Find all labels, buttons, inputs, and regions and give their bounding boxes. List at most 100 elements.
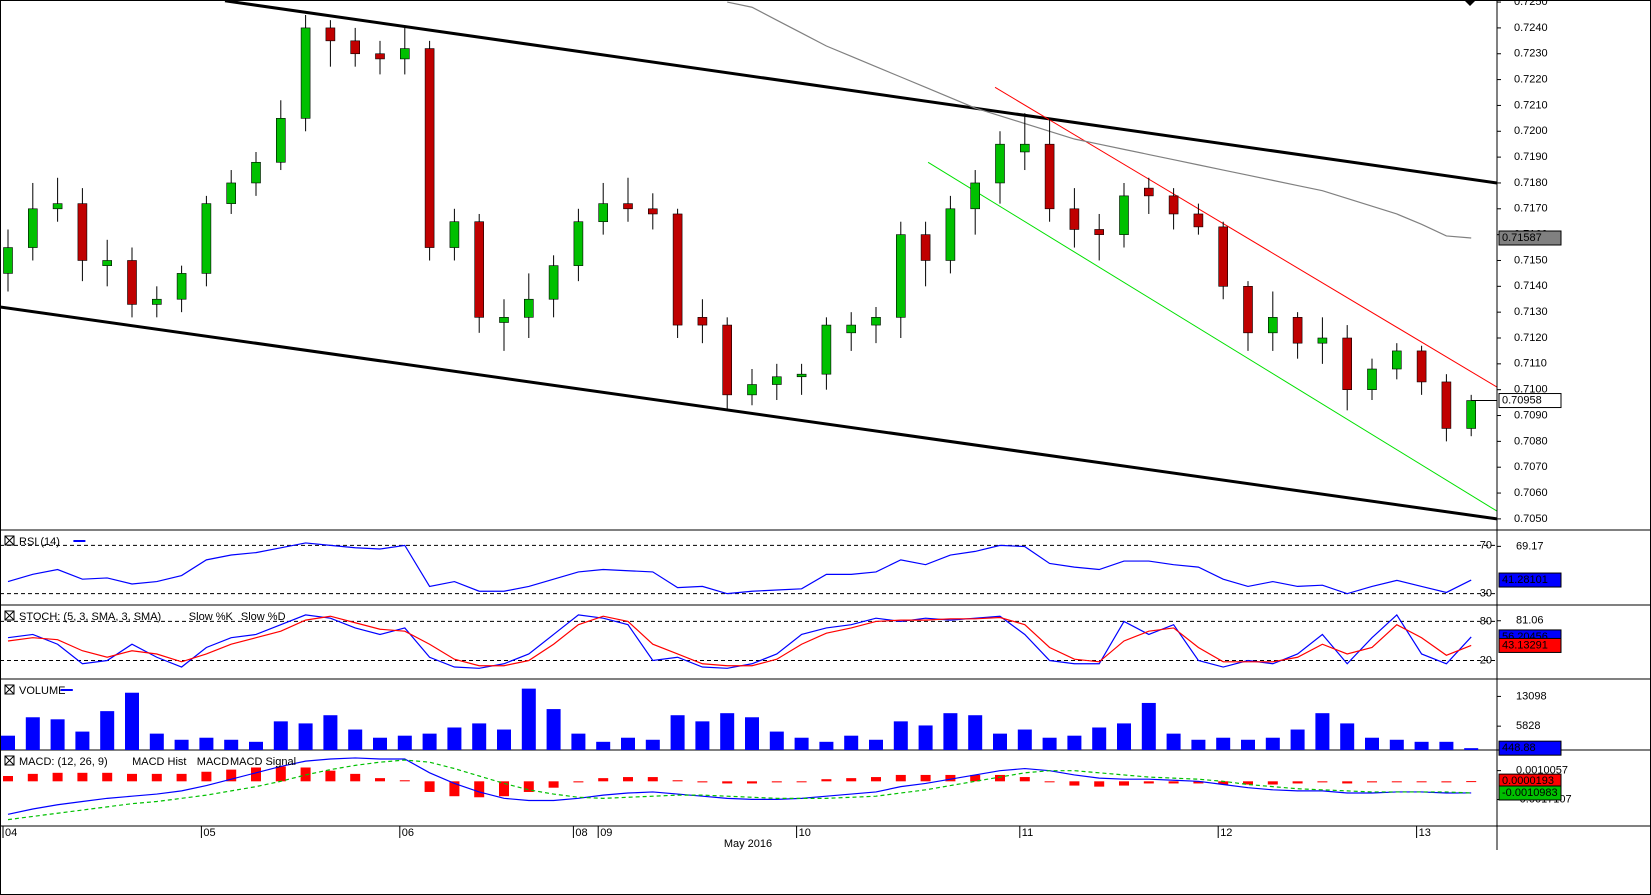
bar bbox=[127, 773, 137, 782]
bar bbox=[1292, 781, 1303, 784]
candle-body bbox=[1044, 143, 1055, 210]
bar bbox=[920, 774, 931, 782]
y-tick-label: 0.7140 bbox=[1514, 280, 1548, 292]
bar bbox=[573, 781, 584, 783]
y-tick-label: 0.7150 bbox=[1514, 254, 1548, 266]
bar bbox=[521, 688, 536, 750]
trendline bbox=[224, 0, 1497, 185]
bar bbox=[695, 721, 710, 750]
bar bbox=[1439, 741, 1454, 750]
bar bbox=[1166, 733, 1181, 750]
candle-body bbox=[474, 221, 485, 318]
bar bbox=[226, 769, 237, 782]
bar bbox=[995, 774, 1005, 782]
bar bbox=[1017, 729, 1032, 750]
candle-body bbox=[1168, 195, 1179, 215]
value-box bbox=[1498, 572, 1562, 588]
x-tick-label: 11 bbox=[1022, 827, 1033, 839]
value-box bbox=[1498, 785, 1562, 801]
bar bbox=[100, 711, 115, 750]
value-box bbox=[1498, 740, 1562, 756]
candle-body bbox=[1119, 195, 1129, 235]
panel-plot bbox=[1, 688, 1479, 750]
level-label: 20 bbox=[1480, 654, 1492, 666]
candle-body bbox=[1193, 213, 1204, 228]
bar bbox=[323, 715, 338, 750]
bar bbox=[199, 737, 214, 750]
bar bbox=[27, 773, 38, 782]
y-tick-label: 0.7080 bbox=[1514, 435, 1548, 447]
bar bbox=[1193, 781, 1204, 784]
bar bbox=[943, 713, 958, 750]
candle-body bbox=[127, 260, 137, 305]
y-tick-label: 5828 bbox=[1516, 720, 1540, 732]
bar bbox=[1342, 781, 1353, 784]
candle-body bbox=[3, 247, 13, 274]
legend-entry: Slow %K bbox=[189, 611, 234, 623]
bar bbox=[1141, 702, 1156, 750]
candle-body bbox=[945, 208, 956, 261]
bar bbox=[670, 715, 685, 750]
y-tick-label: 0.7190 bbox=[1514, 151, 1548, 163]
bar bbox=[348, 729, 363, 750]
value-box-label: 41.28101 bbox=[1502, 574, 1548, 586]
bar bbox=[1243, 781, 1253, 785]
bar bbox=[821, 779, 832, 782]
candle-body bbox=[598, 203, 609, 223]
bar bbox=[50, 719, 65, 750]
bar bbox=[1441, 781, 1452, 783]
y-tick-label: 0.7250 bbox=[1514, 0, 1548, 8]
bar bbox=[697, 781, 708, 783]
bar bbox=[893, 721, 908, 750]
bar bbox=[1143, 781, 1154, 784]
trendline bbox=[0, 305, 1497, 521]
candle-body bbox=[424, 48, 435, 248]
bar bbox=[149, 733, 164, 750]
panel-title: MACD: (12, 26, 9) bbox=[19, 756, 108, 768]
y-tick-label: 69.17 bbox=[1516, 540, 1544, 552]
candle-body bbox=[1218, 226, 1228, 287]
bar bbox=[447, 727, 462, 750]
bar bbox=[1117, 723, 1131, 750]
bar bbox=[397, 735, 412, 750]
candle-body bbox=[970, 182, 981, 210]
x-tick-label: 06 bbox=[402, 827, 414, 839]
value-box-label: -0.0010983 bbox=[1502, 787, 1558, 799]
bar bbox=[1119, 781, 1129, 786]
candle-body bbox=[350, 40, 361, 55]
bar bbox=[523, 781, 534, 792]
bar bbox=[1092, 727, 1107, 750]
candle-body bbox=[846, 324, 857, 334]
bar bbox=[1414, 741, 1429, 750]
value-box bbox=[1498, 230, 1562, 246]
candle-body bbox=[895, 234, 906, 318]
candle-body bbox=[1392, 350, 1402, 370]
y-tick-label: 81.06 bbox=[1516, 615, 1544, 627]
trendline bbox=[994, 86, 1497, 388]
indicator-line bbox=[7, 759, 1472, 821]
bar bbox=[1216, 737, 1231, 750]
bar bbox=[298, 723, 313, 750]
bar bbox=[422, 733, 437, 750]
bar bbox=[1464, 748, 1479, 750]
x-tick-label: 13 bbox=[1419, 827, 1431, 839]
bar bbox=[125, 692, 139, 750]
bar bbox=[1290, 729, 1305, 750]
bar bbox=[1044, 781, 1055, 783]
bar bbox=[1391, 781, 1402, 783]
scroll-marker bbox=[1464, 0, 1476, 6]
candle-body bbox=[275, 118, 286, 163]
x-tick-label: 10 bbox=[799, 827, 811, 839]
bar bbox=[1416, 781, 1427, 783]
bar bbox=[102, 772, 113, 782]
level-label: 70 bbox=[1480, 539, 1492, 551]
candle-body bbox=[523, 298, 534, 318]
bar bbox=[871, 777, 881, 782]
bar bbox=[251, 767, 261, 782]
panel-plot bbox=[0, 542, 1497, 595]
candle-body bbox=[623, 203, 633, 210]
bar bbox=[769, 731, 784, 750]
candle-body bbox=[1243, 286, 1253, 334]
bar bbox=[273, 721, 288, 750]
y-tick-label: 0.7090 bbox=[1514, 409, 1548, 421]
